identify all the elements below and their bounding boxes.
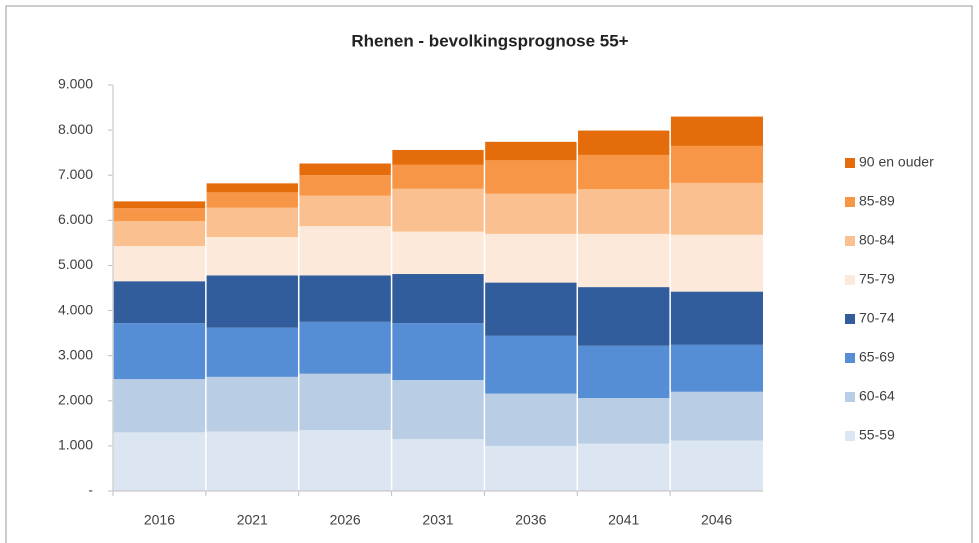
legend-label: 55-59 bbox=[859, 427, 895, 443]
bar-segment bbox=[205, 431, 299, 491]
bar-segment bbox=[670, 344, 763, 392]
bar-segment bbox=[577, 233, 671, 288]
bar-segment bbox=[670, 182, 763, 235]
legend-label: 90 en ouder bbox=[859, 154, 934, 170]
bar-segment bbox=[670, 234, 763, 292]
bar-segment bbox=[298, 321, 392, 374]
bar-segment bbox=[205, 275, 299, 328]
x-tick-label: 2016 bbox=[144, 512, 175, 528]
bar-segment bbox=[113, 323, 206, 380]
bar-segment bbox=[298, 195, 392, 227]
y-tick-label: 9.000 bbox=[58, 76, 93, 92]
bar-segment bbox=[113, 201, 206, 209]
bar-segment bbox=[670, 145, 763, 183]
bar-segment bbox=[577, 287, 671, 346]
legend-swatch bbox=[845, 353, 855, 363]
bar-segment bbox=[670, 291, 763, 345]
legend-swatch bbox=[845, 197, 855, 207]
y-tick-label: 3.000 bbox=[58, 346, 93, 362]
bar-segment bbox=[577, 345, 671, 399]
x-tick-label: 2031 bbox=[422, 512, 453, 528]
y-tick-label: - bbox=[88, 482, 93, 498]
bar-segment bbox=[205, 327, 299, 377]
bar-segment bbox=[577, 398, 671, 444]
bar-segment bbox=[298, 275, 392, 322]
bar-segment bbox=[205, 207, 299, 238]
bar-segment bbox=[484, 393, 578, 446]
bar-segment bbox=[391, 149, 485, 165]
legend-label: 80-84 bbox=[859, 232, 895, 248]
y-tick-label: 4.000 bbox=[58, 301, 93, 317]
y-tick-label: 5.000 bbox=[58, 256, 93, 272]
bar-segment bbox=[391, 439, 485, 491]
bar-segment bbox=[577, 189, 671, 234]
bar-segment bbox=[205, 183, 299, 193]
y-tick-label: 6.000 bbox=[58, 211, 93, 227]
bar-segment bbox=[670, 440, 763, 491]
legend-label: 60-64 bbox=[859, 388, 895, 404]
bar-segment bbox=[113, 246, 206, 282]
bar-segment bbox=[298, 163, 392, 176]
y-tick-label: 2.000 bbox=[58, 391, 93, 407]
bar-segment bbox=[577, 154, 671, 190]
bar-segment bbox=[113, 379, 206, 433]
bar-segment bbox=[205, 237, 299, 276]
bar-segment bbox=[484, 141, 578, 161]
bar-segment bbox=[113, 432, 206, 491]
bar-segment bbox=[577, 130, 671, 155]
bar-segment bbox=[484, 193, 578, 234]
bar-segment bbox=[577, 443, 671, 491]
bar-segment bbox=[391, 380, 485, 440]
bar-segment bbox=[391, 231, 485, 275]
legend-swatch bbox=[845, 158, 855, 168]
bar-segment bbox=[391, 164, 485, 189]
legend-label: 70-74 bbox=[859, 310, 895, 326]
bar-segment bbox=[205, 192, 299, 208]
bar-segment bbox=[298, 373, 392, 431]
x-tick-label: 2046 bbox=[701, 512, 732, 528]
bar-segment bbox=[298, 430, 392, 491]
bar-segment bbox=[205, 376, 299, 432]
bar-segment bbox=[298, 175, 392, 196]
bar-segment bbox=[484, 233, 578, 283]
bar-segment bbox=[391, 323, 485, 381]
y-tick-label: 7.000 bbox=[58, 166, 93, 182]
legend-swatch bbox=[845, 275, 855, 285]
x-tick-label: 2036 bbox=[515, 512, 546, 528]
legend-label: 65-69 bbox=[859, 349, 895, 365]
bar-segment bbox=[113, 208, 206, 222]
legend-swatch bbox=[845, 314, 855, 324]
legend-swatch bbox=[845, 236, 855, 246]
bar-segment bbox=[113, 281, 206, 324]
y-tick-label: 8.000 bbox=[58, 121, 93, 137]
x-tick-label: 2021 bbox=[237, 512, 268, 528]
legend-swatch bbox=[845, 392, 855, 402]
x-tick-label: 2041 bbox=[608, 512, 639, 528]
bar-segment bbox=[484, 445, 578, 491]
bar-segment bbox=[670, 116, 763, 146]
legend-label: 75-79 bbox=[859, 271, 895, 287]
bar-segment bbox=[391, 188, 485, 232]
bar-segment bbox=[484, 335, 578, 394]
bar-segment bbox=[484, 282, 578, 336]
bar-segment bbox=[298, 226, 392, 276]
legend-label: 85-89 bbox=[859, 193, 895, 209]
bar-segment bbox=[670, 391, 763, 441]
legend-swatch bbox=[845, 431, 855, 441]
chart-title: Rhenen - bevolkingsprognose 55+ bbox=[351, 31, 628, 50]
bar-segment bbox=[484, 160, 578, 194]
x-tick-label: 2026 bbox=[330, 512, 361, 528]
bar-segment bbox=[391, 274, 485, 324]
bar-segment bbox=[113, 221, 206, 247]
y-tick-label: 1.000 bbox=[58, 437, 93, 453]
